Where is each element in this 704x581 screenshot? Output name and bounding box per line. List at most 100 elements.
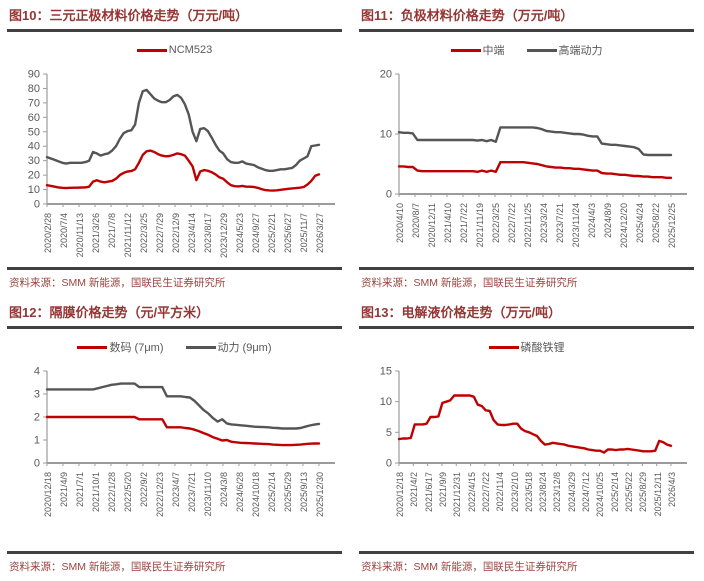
legend-label: 高端动力 <box>558 45 603 58</box>
x-axis-label: 2024/3/29 <box>566 472 577 513</box>
y-axis-tick-label: 2 <box>34 412 40 424</box>
x-axis-label: 2021/9/9 <box>437 472 448 508</box>
x-axis-label: 2023/2/10 <box>509 472 520 513</box>
x-axis-label: 2025/12/25 <box>667 203 677 249</box>
figure-title: 图11：负极材料价格走势（万元/吨） <box>359 5 694 33</box>
x-axis-label: 2023/11/10 <box>203 472 213 517</box>
x-axis-label: 2021/6/17 <box>423 472 434 513</box>
x-axis-label: 2025/4/24 <box>635 203 645 244</box>
series-line <box>45 382 321 430</box>
series-line <box>45 149 321 192</box>
legend-item: 高端动力 <box>526 42 603 58</box>
series-line <box>397 394 673 455</box>
x-axis-label: 2022/1/28 <box>107 472 117 513</box>
x-axis-label: 2025/8/29 <box>638 472 649 513</box>
x-axis-label: 2022/12/23 <box>155 472 165 518</box>
x-axis-label: 2023/12/8 <box>552 472 563 513</box>
legend-line-swatch <box>185 345 216 349</box>
legend-label: NCM523 <box>168 44 213 57</box>
legend-line-swatch <box>77 345 108 349</box>
y-axis-tick-label: 1 <box>34 435 40 447</box>
y-axis-tick-label: 0 <box>34 198 40 210</box>
x-axis-label: 2024/6/28 <box>235 472 245 513</box>
legend-label: 磷酸铁锂 <box>520 342 565 355</box>
legend: 数码 (7μm) 动力 (9μm) <box>7 331 342 363</box>
x-axis-label: 2020/12/11 <box>427 203 437 248</box>
legend-item: 动力 (9μm) <box>185 339 272 355</box>
line-chart-svg: 0 10 20 30 40 50 60 70 80 90 <box>28 68 335 210</box>
x-axis-label: 2023/4/7 <box>171 472 181 508</box>
x-axis-label: 2023/7/21 <box>187 472 197 513</box>
x-axis-label: 2024/10/18 <box>251 472 261 518</box>
x-axis-labels: 2020/12/18 2021/4/9 2021/7/1 2021/10/1 2022/… <box>7 469 343 527</box>
y-axis-tick-label: 90 <box>28 68 40 80</box>
figure-title: 图12：隔膜价格走势（元/平方米） <box>7 302 342 330</box>
x-axis-label: 2020/11/13 <box>75 212 85 258</box>
x-axis-label: 2022/9/2 <box>139 472 149 508</box>
x-axis-label: 2020/12/18 <box>395 472 405 518</box>
x-axis-label: 2020/2/28 <box>43 212 53 253</box>
legend-label: 动力 (9μm) <box>217 342 272 355</box>
figure-panel-11: 图11：负极材料价格走势（万元/吨） 中端 高端动力 0 10 20 2020/4/1… <box>352 0 704 297</box>
x-axis-label: 2021/7/8 <box>107 212 117 248</box>
x-axis-label: 2025/12/30 <box>315 472 325 518</box>
x-axis-label: 2025/12/11 <box>652 472 663 517</box>
x-axis-label: 2025/9/13 <box>299 472 309 513</box>
series-line <box>397 126 673 157</box>
x-axis-label: 2022/11/25 <box>523 203 533 248</box>
source-block: 资料来源：SMM 新能源，国联民生证券研究所 <box>7 267 342 297</box>
line-chart-svg: 0 10 20 <box>380 69 687 200</box>
x-axis-label: 2025/6/27 <box>283 212 293 253</box>
x-axis-label: 2026/3/27 <box>315 212 325 253</box>
legend-line-swatch <box>526 48 557 52</box>
x-axis-label: 2021/11/12 <box>123 212 133 258</box>
line-chart: 0 5 10 15 <box>359 363 694 469</box>
x-axis-label: 2023/8/17 <box>203 212 213 253</box>
figure-panel-13: 图13：电解液价格走势（万元/吨） 磷酸铁锂 0 5 10 15 2020/12/18… <box>352 297 704 581</box>
x-axis-label: 2025/5/29 <box>283 472 293 513</box>
x-axis-label: 2024/9/27 <box>251 212 261 253</box>
x-axis-label: 2025/11/7 <box>299 212 309 253</box>
x-axis-label: 2020/7/4 <box>59 212 69 248</box>
x-axis-label: 2026/4/3 <box>667 472 677 508</box>
y-axis-tick-label: 80 <box>28 83 40 95</box>
x-axis-label: 2024/7/12 <box>581 472 592 513</box>
legend-line-swatch <box>488 345 519 349</box>
y-axis-tick-label: 50 <box>28 126 40 138</box>
legend-item: 数码 (7μm) <box>77 339 164 355</box>
legend-item: 中端 <box>450 42 505 58</box>
y-axis-tick-label: 0 <box>34 458 40 470</box>
y-axis-tick-label: 4 <box>34 366 40 378</box>
x-axis-label: 2025/2/14 <box>609 472 620 513</box>
x-axis-label: 2024/12/20 <box>619 203 629 249</box>
x-axis-label: 2025/5/22 <box>624 472 635 513</box>
legend: 磷酸铁锂 <box>359 331 694 363</box>
line-chart: 0 10 20 30 40 50 60 70 80 90 <box>7 66 342 210</box>
x-axis-labels: 2020/4/10 2020/8/7 2020/12/11 2021/4/10 2021… <box>359 200 695 258</box>
line-chart: 0 10 20 <box>359 66 694 200</box>
source-note: 资料来源：SMM 新能源，国联民生证券研究所 <box>361 561 578 573</box>
y-axis-tick-label: 15 <box>380 366 392 378</box>
source-note: 资料来源：SMM 新能源，国联民生证券研究所 <box>361 277 578 289</box>
x-axis-label: 2025/2/21 <box>267 212 277 253</box>
legend-item: NCM523 <box>136 44 213 57</box>
x-axis-label: 2021/12/31 <box>452 472 463 518</box>
series-line <box>397 161 673 180</box>
y-axis-tick-label: 10 <box>380 396 392 408</box>
x-axis-label: 2025/2/14 <box>267 472 277 513</box>
x-axis-label: 2024/8/9 <box>603 203 613 239</box>
x-axis-label: 2024/4/3 <box>587 203 597 239</box>
y-axis-tick-label: 60 <box>28 112 40 124</box>
x-axis-label: 2021/7/22 <box>459 203 469 244</box>
x-axis-label: 2023/5/18 <box>523 472 534 513</box>
x-axis-label: 2024/3/8 <box>219 472 229 508</box>
x-axis-label: 2021/4/10 <box>443 203 453 244</box>
x-axis-label: 2021/4/2 <box>409 472 420 508</box>
x-axis-label: 2024/5/23 <box>235 212 245 253</box>
x-axis-label: 2024/10/25 <box>595 472 606 518</box>
legend-line-swatch <box>136 48 167 52</box>
figure-panel-12: 图12：隔膜价格走势（元/平方米） 数码 (7μm) 动力 (9μm) 0 1 2 3 4… <box>0 297 352 581</box>
legend-label: 中端 <box>482 45 505 58</box>
source-block: 资料来源：SMM 新能源，国联民生证券研究所 <box>7 551 342 581</box>
